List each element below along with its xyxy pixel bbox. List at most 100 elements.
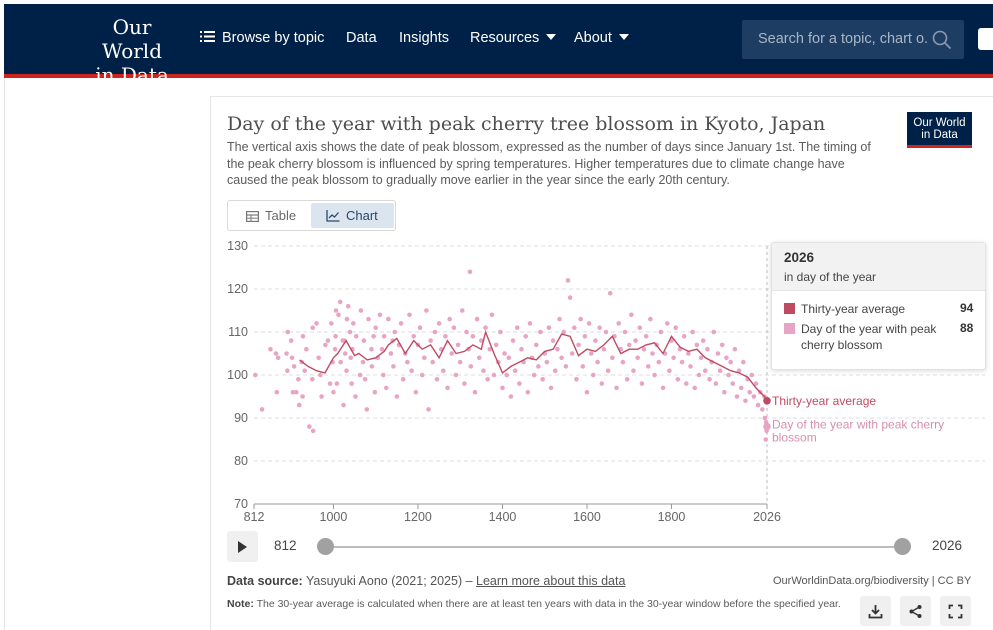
scatter-point [586, 321, 592, 326]
series-label-average: Thirty-year average [772, 394, 876, 408]
user-icon[interactable] [978, 28, 993, 50]
fullscreen-button[interactable] [940, 596, 971, 626]
scatter-point [342, 351, 348, 356]
y-tick-label: 100 [227, 368, 248, 382]
scatter-point [336, 312, 341, 318]
scatter-point [643, 334, 649, 339]
timeline-end-handle[interactable] [894, 538, 911, 555]
scatter-point [715, 351, 721, 356]
nav-insights[interactable]: Insights [399, 30, 449, 46]
nav-about[interactable]: About [574, 30, 629, 46]
scatter-point [332, 346, 338, 352]
timeline-track[interactable] [325, 546, 903, 548]
nav-resources[interactable]: Resources [470, 30, 557, 46]
scatter-point [388, 351, 394, 356]
tab-table[interactable]: Table [230, 203, 310, 228]
play-button[interactable] [227, 531, 258, 562]
scatter-point [432, 329, 438, 335]
scatter-point [377, 312, 383, 318]
scatter-point [451, 325, 457, 331]
scatter-point [449, 351, 455, 356]
search-icon[interactable] [932, 30, 952, 50]
timeline-end-label: 2026 [932, 538, 963, 553]
scatter-point [540, 377, 545, 382]
license-text[interactable]: OurWorldinData.org/biodiversity | CC BY [773, 575, 972, 587]
list-icon [200, 31, 215, 42]
scatter-point [635, 355, 640, 361]
scatter-point [445, 385, 450, 391]
tab-chart[interactable]: Chart [311, 203, 394, 228]
scatter-point [381, 372, 386, 378]
scatter-point [361, 338, 367, 343]
scatter-point [338, 359, 343, 365]
scatter-point [546, 325, 552, 331]
scatter-point [405, 359, 410, 365]
scatter-point [474, 316, 480, 322]
scatter-point [447, 316, 452, 322]
scatter-point [671, 355, 676, 361]
scatter-point [512, 368, 518, 374]
nav-browse-by-topic[interactable]: Browse by topic [200, 30, 324, 46]
scatter-point [366, 316, 371, 322]
chart-subtitle: The vertical axis shows the date of peak… [227, 140, 871, 187]
scatter-point [664, 321, 670, 326]
scatter-point [563, 364, 569, 369]
scatter-point [472, 389, 478, 395]
scatter-point [591, 372, 596, 378]
scatter-point [569, 351, 575, 356]
scatter-point [552, 368, 558, 374]
scatter-point [476, 355, 482, 361]
scatter-point [622, 329, 628, 335]
scatter-point [274, 389, 280, 395]
download-button[interactable] [860, 596, 891, 626]
owid-badge-logo[interactable]: Our World in Data [907, 112, 972, 148]
logo-line2: in Data [95, 63, 169, 87]
scatter-point [460, 308, 465, 313]
scatter-point [391, 364, 396, 369]
scatter-point [252, 372, 258, 378]
scatter-point [722, 389, 727, 395]
scatter-point [519, 346, 524, 352]
scatter-point [364, 407, 370, 412]
x-tick-label: 1200 [404, 510, 432, 524]
learn-more-link[interactable]: Learn more about this data [476, 574, 626, 588]
scatter-point [713, 381, 719, 386]
search-box[interactable] [742, 20, 964, 59]
tooltip-row-label: Thirty-year average [801, 302, 906, 316]
scatter-point [331, 389, 336, 395]
timeline-start-label: 812 [274, 538, 297, 553]
scatter-point [555, 346, 560, 352]
scatter-point [603, 329, 609, 335]
nav-data[interactable]: Data [346, 30, 377, 46]
scatter-point [605, 368, 611, 374]
scatter-point [318, 372, 323, 378]
tooltip-value-average: 94 [960, 301, 974, 315]
scatter-point [325, 338, 331, 343]
scatter-point [498, 329, 503, 335]
scatter-point [760, 407, 765, 412]
scatter-point [307, 424, 312, 429]
share-button[interactable] [900, 596, 931, 626]
scatter-point [288, 338, 294, 343]
scatter-point [268, 346, 273, 352]
scatter-point [424, 308, 429, 313]
scatter-point [434, 377, 440, 382]
scatter-point [348, 355, 354, 361]
timeline-start-handle[interactable] [317, 538, 334, 555]
nav-browse-label: Browse by topic [222, 30, 325, 46]
scatter-point [291, 364, 297, 369]
search-input[interactable] [758, 31, 928, 47]
scatter-point [567, 295, 573, 300]
scatter-point [538, 329, 543, 335]
scatter-point [707, 377, 712, 382]
owid-logo[interactable]: Our World in Data [82, 15, 182, 87]
scatter-point [751, 394, 757, 399]
line-chart-icon [326, 210, 340, 222]
scatter-point [296, 377, 301, 382]
source-label: Data source: [227, 574, 303, 588]
scatter-point [578, 316, 583, 322]
y-tick-label: 70 [234, 497, 248, 511]
scatter-point [624, 377, 630, 382]
scatter-point [762, 415, 768, 421]
